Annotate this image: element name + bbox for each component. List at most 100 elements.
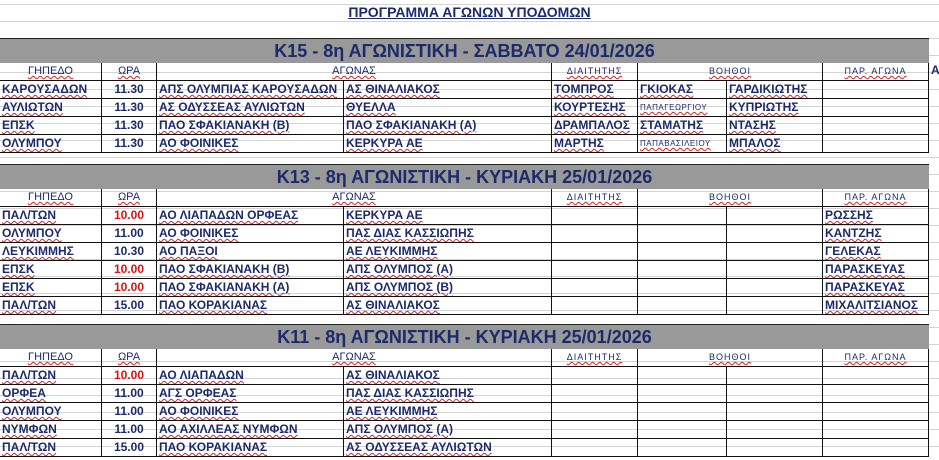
cell-observer[interactable]: ΓΕΛΕΚΑΣ: [823, 243, 929, 260]
cell-venue[interactable]: ΠΑΛ/ΤΩΝ: [0, 207, 102, 224]
cell-ass2[interactable]: [727, 279, 823, 296]
cell-ass1[interactable]: [638, 439, 727, 456]
cell-venue[interactable]: ΕΠΣΚ: [0, 117, 102, 134]
header-assistants[interactable]: ΒΟΗΘΟΙ: [638, 349, 823, 366]
cell-observer[interactable]: ΠΑΡΑΣΚΕΥΑΣ: [823, 261, 929, 278]
cell-ass1[interactable]: [638, 421, 727, 438]
cell-referee[interactable]: [552, 261, 638, 278]
cell-ass1[interactable]: [638, 279, 727, 296]
cell-venue[interactable]: ΑΥΛΙΩΤΩΝ: [0, 99, 102, 116]
cell-ass2[interactable]: ΝΤΑΣΗΣ: [727, 117, 823, 134]
cell-ass2[interactable]: [727, 403, 823, 420]
cell-venue[interactable]: ΕΠΣΚ: [0, 279, 102, 296]
cell-time[interactable]: 15.00: [102, 297, 157, 314]
cell-ass1[interactable]: ΠΑΠΑΒΑΣΙΛΕΙΟΥ: [638, 135, 727, 152]
cell-venue[interactable]: ΠΑΛ/ΤΩΝ: [0, 367, 102, 384]
header-observer[interactable]: ΠΑΡ. ΑΓΩΝΑ: [823, 63, 929, 80]
cell-away[interactable]: ΑΠΣ ΟΛΥΜΠΟΣ (Β): [344, 279, 552, 296]
cell-ass2[interactable]: [727, 439, 823, 456]
cell-observer[interactable]: ΠΑΡΑΣΚΕΥΑΣ: [823, 279, 929, 296]
cell-away[interactable]: ΚΕΡΚΥΡΑ ΑΕ: [344, 135, 552, 152]
cell-observer[interactable]: [823, 117, 929, 134]
cell-referee[interactable]: ΜΑΡΤΗΣ: [552, 135, 638, 152]
cell-time[interactable]: 11.30: [102, 81, 157, 98]
cell-ass1[interactable]: [638, 403, 727, 420]
cell-observer[interactable]: ΜΙΧΑΛΙΤΣΙΑΝΟΣ: [823, 297, 929, 314]
cell-ass1[interactable]: [638, 367, 727, 384]
header-time[interactable]: ΩΡΑ: [102, 63, 157, 80]
cell-observer[interactable]: [823, 81, 929, 98]
cell-ass1[interactable]: [638, 385, 727, 402]
cell-ass1[interactable]: [638, 297, 727, 314]
cell-venue[interactable]: ΚΑΡΟΥΣΑΔΩΝ: [0, 81, 102, 98]
cell-home[interactable]: ΑΟ ΦΟΙΝΙΚΕΣ: [157, 225, 344, 242]
cell-ass2[interactable]: ΚΥΠΡΙΩΤΗΣ: [727, 99, 823, 116]
cell-time[interactable]: 10.00: [102, 207, 157, 224]
header-venue[interactable]: ΓΗΠΕΔΟ: [0, 189, 102, 206]
cell-referee[interactable]: ΤΟΜΠΡΟΣ: [552, 81, 638, 98]
cell-time[interactable]: 15.00: [102, 439, 157, 456]
cell-referee[interactable]: [552, 439, 638, 456]
cell-away[interactable]: ΑΠΣ ΟΛΥΜΠΟΣ (Α): [344, 421, 552, 438]
cell-ass2[interactable]: [727, 261, 823, 278]
cell-observer[interactable]: [823, 439, 929, 456]
cell-home[interactable]: ΑΟ ΦΟΙΝΙΚΕΣ: [157, 403, 344, 420]
cell-referee[interactable]: [552, 279, 638, 296]
cell-venue[interactable]: ΟΛΥΜΠΟΥ: [0, 135, 102, 152]
cell-home[interactable]: ΠΑΟ ΚΟΡΑΚΙΑΝΑΣ: [157, 297, 344, 314]
cell-ass2[interactable]: ΓΑΡΔΙΚΙΩΤΗΣ: [727, 81, 823, 98]
cell-time[interactable]: 11.00: [102, 225, 157, 242]
header-venue[interactable]: ΓΗΠΕΔΟ: [0, 63, 102, 80]
cell-observer[interactable]: [823, 421, 929, 438]
cell-observer[interactable]: [823, 367, 929, 384]
cell-referee[interactable]: [552, 421, 638, 438]
cell-home[interactable]: ΑΟ ΛΙΑΠΑΔΩΝ ΟΡΦΕΑΣ: [157, 207, 344, 224]
cell-referee[interactable]: [552, 403, 638, 420]
cell-ass2[interactable]: [727, 243, 823, 260]
cell-home[interactable]: ΑΟ ΑΧΙΛΛΕΑΣ ΝΥΜΦΩΝ: [157, 421, 344, 438]
cell-away[interactable]: ΑΣ ΘΙΝΑΛΙΑΚΟΣ: [344, 367, 552, 384]
cell-venue[interactable]: ΠΑΛ/ΤΩΝ: [0, 439, 102, 456]
cell-referee[interactable]: [552, 297, 638, 314]
cell-away[interactable]: ΑΠΣ ΟΛΥΜΠΟΣ (Α): [344, 261, 552, 278]
cell-home[interactable]: ΑΣ ΟΔΥΣΣΕΑΣ ΑΥΛΙΩΤΩΝ: [157, 99, 344, 116]
cell-venue[interactable]: ΠΑΛ/ΤΩΝ: [0, 297, 102, 314]
header-referee[interactable]: ΔΙΑΙΤΗΤΗΣ: [552, 349, 638, 366]
header-venue[interactable]: ΓΗΠΕΔΟ: [0, 349, 102, 366]
cell-away[interactable]: ΑΕ ΛΕΥΚΙΜΜΗΣ: [344, 403, 552, 420]
cell-home[interactable]: ΠΑΟ ΣΦΑΚΙΑΝΑΚΗ (Β): [157, 117, 344, 134]
cell-ass2[interactable]: [727, 207, 823, 224]
cell-ass2[interactable]: [727, 421, 823, 438]
header-assistants[interactable]: ΒΟΗΘΟΙ: [638, 189, 823, 206]
cell-time[interactable]: 11.00: [102, 385, 157, 402]
cell-ass1[interactable]: ΣΤΑΜΑΤΗΣ: [638, 117, 727, 134]
cell-time[interactable]: 11.00: [102, 421, 157, 438]
cell-venue[interactable]: ΝΥΜΦΩΝ: [0, 421, 102, 438]
cell-away[interactable]: ΠΑΣ ΔΙΑΣ ΚΑΣΣΙΩΠΗΣ: [344, 225, 552, 242]
cell-time[interactable]: 10.00: [102, 367, 157, 384]
cell-away[interactable]: ΑΕ ΛΕΥΚΙΜΜΗΣ: [344, 243, 552, 260]
cell-home[interactable]: ΠΑΟ ΣΦΑΚΙΑΝΑΚΗ (Β): [157, 261, 344, 278]
cell-away[interactable]: ΠΑΟ ΣΦΑΚΙΑΝΑΚΗ (Α): [344, 117, 552, 134]
cell-home[interactable]: ΑΟ ΛΙΑΠΑΔΩΝ: [157, 367, 344, 384]
cell-away[interactable]: ΑΣ ΘΙΝΑΛΙΑΚΟΣ: [344, 297, 552, 314]
cell-time[interactable]: 11.30: [102, 117, 157, 134]
cell-away[interactable]: ΑΣ ΟΔΥΣΣΕΑΣ ΑΥΛΙΩΤΩΝ: [344, 439, 552, 456]
cell-ass1[interactable]: [638, 243, 727, 260]
header-match[interactable]: ΑΓΩΝΑΣ: [157, 189, 552, 206]
header-referee[interactable]: ΔΙΑΙΤΗΤΗΣ: [552, 189, 638, 206]
header-match[interactable]: ΑΓΩΝΑΣ: [157, 63, 552, 80]
cell-ass1[interactable]: [638, 207, 727, 224]
cell-venue[interactable]: ΛΕΥΚΙΜΜΗΣ: [0, 243, 102, 260]
header-match[interactable]: ΑΓΩΝΑΣ: [157, 349, 552, 366]
cell-ass1[interactable]: ΠΑΠΑΓΕΩΡΓΙΟΥ: [638, 99, 727, 116]
cell-home[interactable]: ΠΑΟ ΚΟΡΑΚΙΑΝΑΣ: [157, 439, 344, 456]
cell-ass2[interactable]: [727, 367, 823, 384]
cell-away[interactable]: ΘΥΕΛΛΑ: [344, 99, 552, 116]
cell-home[interactable]: ΑΓΣ ΟΡΦΕΑΣ: [157, 385, 344, 402]
header-assistants[interactable]: ΒΟΗΘΟΙ: [638, 63, 823, 80]
cell-ass2[interactable]: [727, 297, 823, 314]
cell-away[interactable]: ΑΣ ΘΙΝΑΛΙΑΚΟΣ: [344, 81, 552, 98]
cell-referee[interactable]: [552, 385, 638, 402]
header-referee[interactable]: ΔΙΑΙΤΗΤΗΣ: [552, 63, 638, 80]
